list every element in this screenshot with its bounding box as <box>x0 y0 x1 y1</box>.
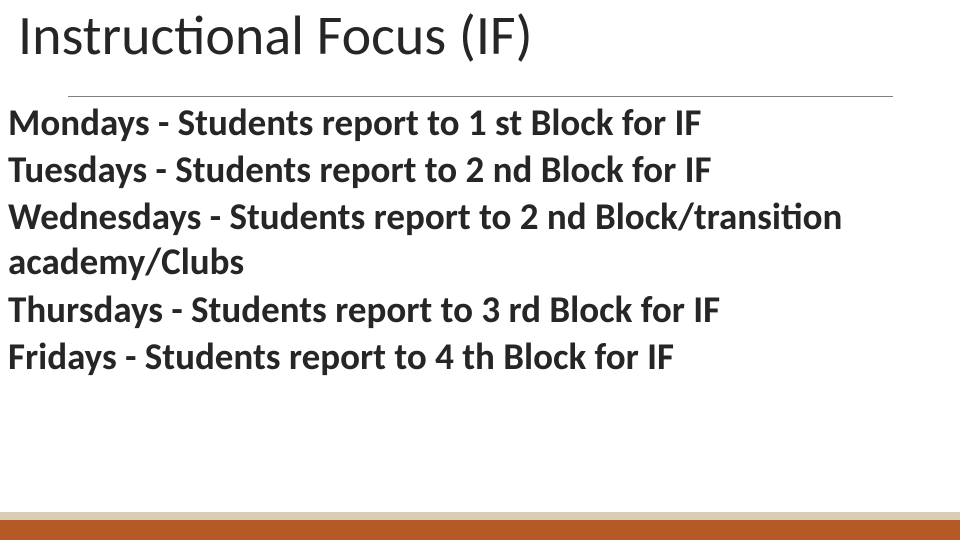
body-line: Wednesdays - Students report to 2 nd Blo… <box>8 194 940 284</box>
footer-tan-stripe <box>0 512 960 520</box>
title-underline <box>68 96 893 97</box>
slide: Instructional Focus (IF) Mondays - Stude… <box>0 0 960 540</box>
slide-body: Mondays - Students report to 1 st Block … <box>8 100 940 381</box>
footer-accent-bar <box>0 512 960 540</box>
slide-title: Instructional Focus (IF) <box>18 2 533 70</box>
body-line: Tuesdays - Students report to 2 nd Block… <box>8 147 940 192</box>
body-line: Thursdays - Students report to 3 rd Bloc… <box>8 287 940 332</box>
body-line: Mondays - Students report to 1 st Block … <box>8 100 940 145</box>
footer-orange-stripe <box>0 520 960 540</box>
body-line: Fridays - Students report to 4 th Block … <box>8 334 940 379</box>
